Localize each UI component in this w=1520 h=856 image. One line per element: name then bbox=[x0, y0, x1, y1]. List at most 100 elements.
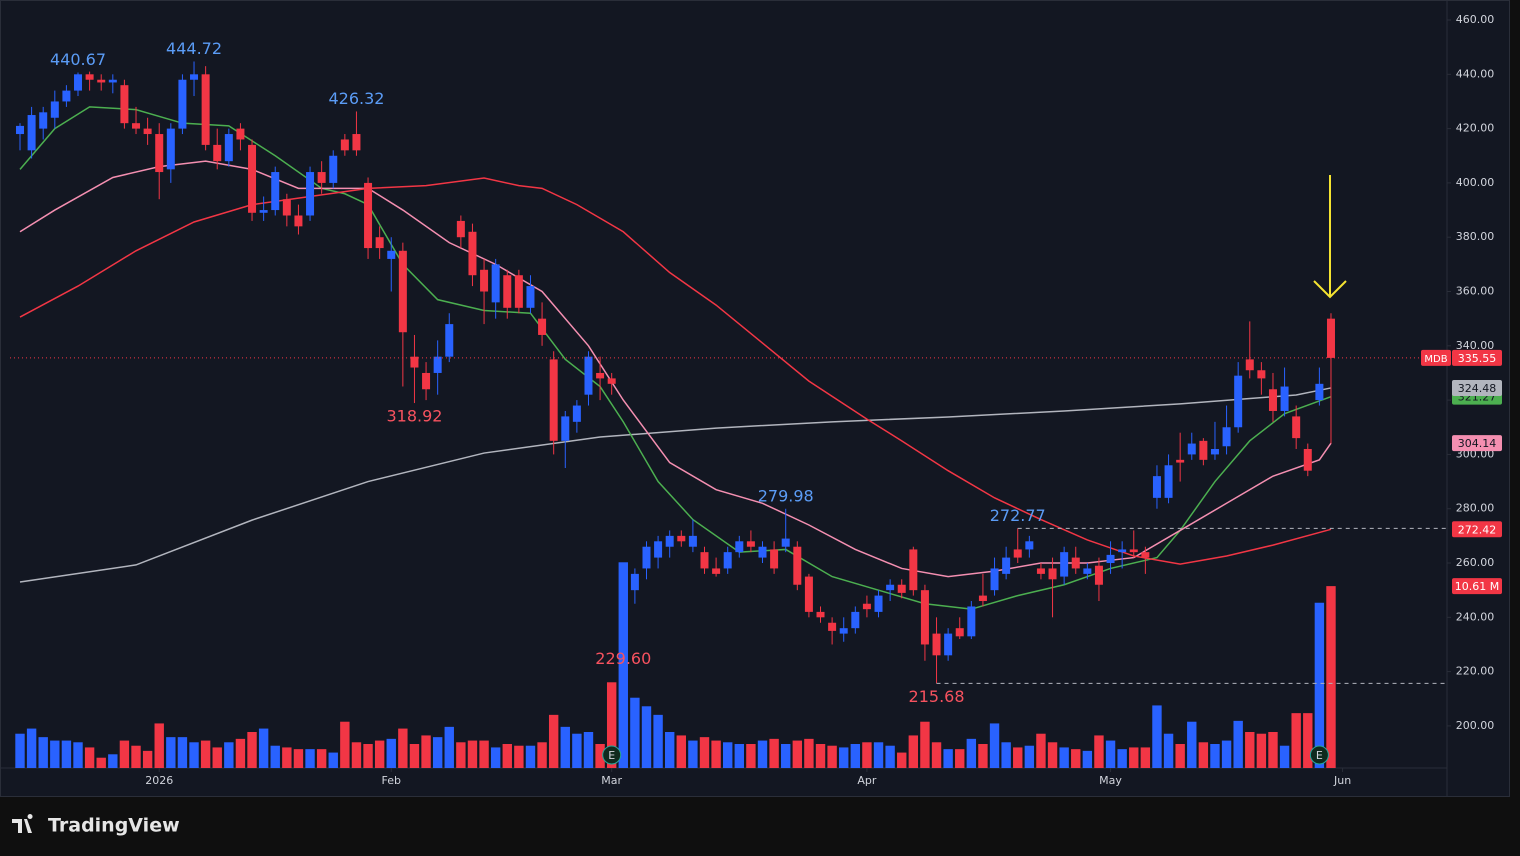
volume-bar bbox=[839, 747, 849, 768]
volume-bar bbox=[305, 749, 315, 768]
candle-body bbox=[978, 595, 987, 602]
volume-bar bbox=[1245, 732, 1255, 768]
volume-bar bbox=[421, 735, 431, 768]
volume-bar bbox=[1094, 735, 1104, 768]
volume-bar bbox=[943, 749, 953, 768]
plot-area bbox=[10, 61, 1447, 768]
candle-body bbox=[665, 535, 674, 547]
volume-bar bbox=[1047, 742, 1058, 768]
brand: TradingView bbox=[48, 815, 180, 837]
volume-bar bbox=[61, 740, 72, 768]
moving-average bbox=[19, 387, 1332, 583]
candle-body bbox=[607, 378, 616, 384]
candle-body bbox=[1326, 318, 1335, 358]
candle-body bbox=[120, 85, 129, 124]
candle-body bbox=[781, 538, 790, 547]
candle-body bbox=[1222, 427, 1231, 447]
volume-bar bbox=[270, 745, 280, 768]
volume-bar bbox=[1210, 744, 1220, 768]
volume-bar bbox=[676, 735, 686, 768]
volume-bar bbox=[247, 732, 257, 768]
candle-body bbox=[804, 576, 813, 612]
volume-bar bbox=[514, 745, 524, 768]
logo-mark bbox=[12, 814, 33, 833]
candle-body bbox=[630, 573, 639, 591]
volume-bar bbox=[897, 752, 907, 768]
candle-body bbox=[317, 172, 326, 183]
volume-bar bbox=[1256, 733, 1267, 768]
candle-body bbox=[1048, 568, 1057, 580]
candle-body bbox=[1106, 554, 1115, 564]
last-value-box bbox=[1452, 379, 1502, 396]
candle-body bbox=[491, 264, 500, 303]
candle-body bbox=[306, 172, 315, 216]
volume-bar bbox=[560, 726, 570, 768]
candle-body bbox=[27, 115, 36, 151]
candle-body bbox=[758, 546, 767, 558]
candle-body bbox=[909, 549, 918, 591]
volume-bar bbox=[316, 749, 327, 768]
volume-bar bbox=[548, 714, 559, 768]
candle-body bbox=[201, 74, 210, 145]
candle-body bbox=[677, 535, 686, 542]
x-tick-label: May bbox=[1099, 774, 1122, 787]
volume-bar bbox=[989, 723, 1000, 768]
candle-body bbox=[967, 606, 976, 637]
candle-body bbox=[1129, 549, 1138, 553]
y-tick-label: 400.00 bbox=[1456, 176, 1495, 189]
candle-body bbox=[1118, 549, 1127, 553]
y-tick-label: 200.00 bbox=[1456, 719, 1495, 732]
volume-bar bbox=[1082, 750, 1093, 768]
candle-body bbox=[1083, 568, 1092, 574]
candle-body bbox=[851, 611, 860, 629]
volume-bar bbox=[804, 738, 814, 768]
candle-body bbox=[839, 628, 848, 634]
candle-body bbox=[1210, 448, 1219, 455]
y-tick-label: 420.00 bbox=[1456, 122, 1495, 135]
extreme-label: 272.77 bbox=[990, 506, 1046, 525]
candle-body bbox=[282, 199, 291, 216]
volume-bar bbox=[583, 732, 594, 768]
volume-bar bbox=[131, 745, 141, 768]
x-tick-label: 2026 bbox=[145, 774, 173, 787]
volume-bar bbox=[374, 740, 385, 768]
candle-body bbox=[143, 128, 152, 135]
candle-body bbox=[770, 549, 779, 569]
candle-body bbox=[85, 74, 94, 80]
volume-bar bbox=[38, 737, 48, 768]
volume-bar bbox=[1140, 747, 1151, 768]
x-tick-label: Feb bbox=[382, 774, 401, 787]
volume-bar bbox=[1291, 713, 1301, 768]
volume-bar bbox=[212, 747, 222, 768]
candle-body bbox=[387, 250, 396, 259]
volume-bar bbox=[688, 740, 698, 768]
volume-bar bbox=[50, 740, 60, 768]
logo: TradingView bbox=[12, 814, 180, 837]
candle-body bbox=[526, 286, 535, 308]
volume-bar bbox=[722, 742, 733, 768]
volume-bar bbox=[409, 744, 420, 768]
candle-body bbox=[1303, 448, 1312, 471]
volume-bar bbox=[224, 742, 234, 768]
last-value-label: 10.61 M bbox=[1455, 580, 1499, 593]
arrow bbox=[1313, 175, 1347, 299]
volume-bar bbox=[26, 728, 37, 768]
volume-bar bbox=[757, 740, 768, 768]
volume-bar bbox=[108, 754, 118, 768]
volume-bar bbox=[96, 757, 106, 768]
volume-bar bbox=[444, 726, 454, 768]
candle-body bbox=[1187, 443, 1196, 455]
candle-body bbox=[1292, 416, 1301, 439]
candle-body bbox=[410, 356, 419, 368]
volume-bar bbox=[873, 742, 884, 768]
volume-bar bbox=[769, 738, 779, 768]
candle-body bbox=[62, 90, 71, 102]
volume-bar bbox=[862, 742, 872, 768]
volume-bar bbox=[1071, 749, 1081, 768]
volume-bar bbox=[908, 735, 919, 768]
y-tick-label: 360.00 bbox=[1456, 285, 1495, 298]
volume-bar bbox=[84, 747, 95, 768]
candle-body bbox=[445, 324, 454, 357]
last-value-box bbox=[1452, 435, 1502, 452]
candle-body bbox=[1152, 476, 1161, 498]
